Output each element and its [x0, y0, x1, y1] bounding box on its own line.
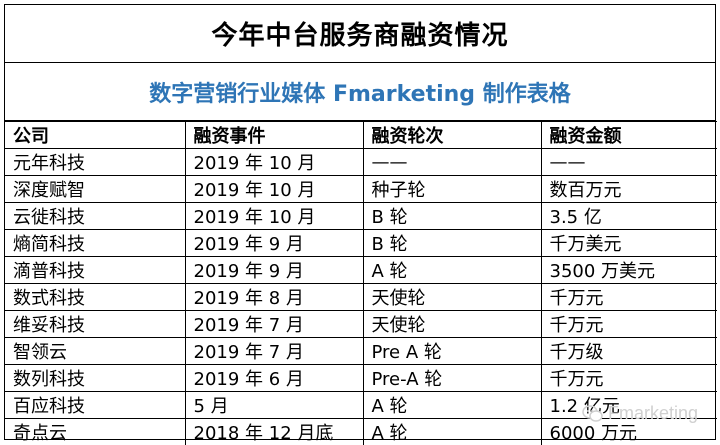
- cell-round: B 轮: [363, 230, 541, 257]
- cell-event: 2019 年 8 月: [185, 284, 363, 311]
- cell-round: ——: [363, 149, 541, 176]
- cell-amount: 千万级: [541, 338, 717, 365]
- cell-company: 滴普科技: [5, 257, 185, 284]
- financing-table-document: 今年中台服务商融资情况 数字营销行业媒体 Fmarketing 制作表格 公司 …: [4, 4, 716, 440]
- cell-event: 2019 年 10 月: [185, 203, 363, 230]
- cell-round: Pre A 轮: [363, 338, 541, 365]
- cell-round: Pre-A 轮: [363, 365, 541, 392]
- cell-company: 维妥科技: [5, 311, 185, 338]
- page-subtitle: 数字营销行业媒体 Fmarketing 制作表格: [5, 63, 715, 121]
- cell-event: 2019 年 9 月: [185, 257, 363, 284]
- cell-amount: 千万元: [541, 311, 717, 338]
- cell-round: A 轮: [363, 392, 541, 419]
- cell-company: 数式科技: [5, 284, 185, 311]
- header-event: 融资事件: [185, 122, 363, 149]
- cell-amount: 千万元: [541, 284, 717, 311]
- cell-event: 2019 年 7 月: [185, 311, 363, 338]
- cell-company: 云徙科技: [5, 203, 185, 230]
- cell-company: 百应科技: [5, 392, 185, 419]
- cell-event: 5 月: [185, 392, 363, 419]
- cell-amount: 3.5 亿: [541, 203, 717, 230]
- cell-amount: 数百万元: [541, 176, 717, 203]
- wechat-icon: [582, 405, 604, 423]
- cell-round: 种子轮: [363, 176, 541, 203]
- cell-company: 深度赋智: [5, 176, 185, 203]
- header-round: 融资轮次: [363, 122, 541, 149]
- page-title: 今年中台服务商融资情况: [5, 5, 715, 63]
- cell-event: 2018 年 12 月底: [185, 419, 363, 445]
- header-amount: 融资金额: [541, 122, 717, 149]
- watermark: Fmarketing: [582, 403, 698, 424]
- cell-event: 2019 年 10 月: [185, 149, 363, 176]
- cell-event: 2019 年 10 月: [185, 176, 363, 203]
- watermark-text: Fmarketing: [608, 403, 698, 424]
- cell-company: 数列科技: [5, 365, 185, 392]
- cell-round: 天使轮: [363, 284, 541, 311]
- cell-event: 2019 年 9 月: [185, 230, 363, 257]
- cell-company: 元年科技: [5, 149, 185, 176]
- cell-amount: 千万元: [541, 365, 717, 392]
- cell-amount: ——: [541, 149, 717, 176]
- cell-company: 奇点云: [5, 419, 185, 445]
- cell-event: 2019 年 6 月: [185, 365, 363, 392]
- cell-amount: 3500 万美元: [541, 257, 717, 284]
- cell-round: A 轮: [363, 419, 541, 445]
- cell-amount: 千万美元: [541, 230, 717, 257]
- cell-event: 2019 年 7 月: [185, 338, 363, 365]
- cell-round: A 轮: [363, 257, 541, 284]
- cell-round: 天使轮: [363, 311, 541, 338]
- cell-round: B 轮: [363, 203, 541, 230]
- cell-company: 智领云: [5, 338, 185, 365]
- table-header-row: 公司 融资事件 融资轮次 融资金额: [5, 122, 717, 149]
- cell-company: 熵简科技: [5, 230, 185, 257]
- header-company: 公司: [5, 122, 185, 149]
